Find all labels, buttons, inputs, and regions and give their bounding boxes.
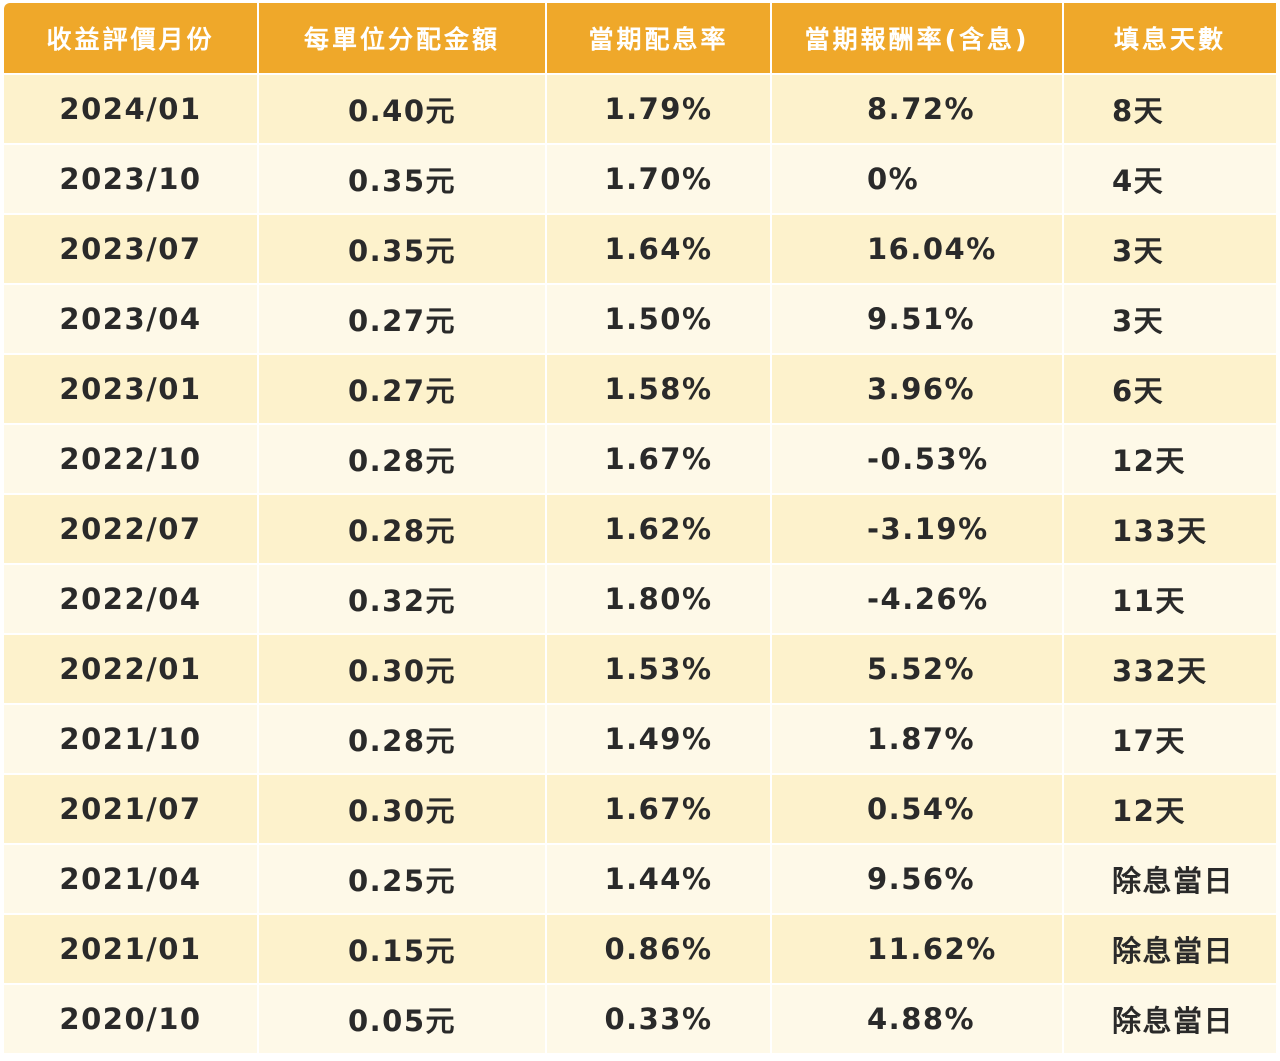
table: 收益評價月份 每單位分配金額 當期配息率 當期報酬率(含息) 填息天數 2024/01 0.… — [4, 3, 1276, 1053]
table-cell: 0.05元 — [259, 985, 545, 1053]
table-cell: 0.28元 — [259, 425, 545, 493]
table-cell: 1.80% — [547, 565, 770, 633]
table-cell: 1.79% — [547, 75, 770, 143]
table-cell: 0.27元 — [259, 355, 545, 423]
table-cell: 5.52% — [772, 635, 1062, 703]
table-cell: 2023/07 — [4, 215, 257, 283]
table-cell: 除息當日 — [1064, 845, 1276, 913]
table-cell: -3.19% — [772, 495, 1062, 563]
table-cell: 11.62% — [772, 915, 1062, 983]
table-cell: 2023/10 — [4, 145, 257, 213]
table-cell: 0.35元 — [259, 215, 545, 283]
table-cell: -4.26% — [772, 565, 1062, 633]
table-cell: 1.67% — [547, 775, 770, 843]
table-cell: 0.30元 — [259, 775, 545, 843]
table-cell: 0.54% — [772, 775, 1062, 843]
table-cell: 133天 — [1064, 495, 1276, 563]
table-cell: 3天 — [1064, 215, 1276, 283]
table-cell: 2024/01 — [4, 75, 257, 143]
table-cell: 2022/07 — [4, 495, 257, 563]
table-cell: 1.44% — [547, 845, 770, 913]
header-cell: 填息天數 — [1064, 3, 1276, 73]
table-cell: 0.28元 — [259, 705, 545, 773]
header-cell: 當期報酬率(含息) — [772, 3, 1062, 73]
table-cell: 4天 — [1064, 145, 1276, 213]
table-cell: 除息當日 — [1064, 985, 1276, 1053]
table-cell: 1.87% — [772, 705, 1062, 773]
table-cell: 2021/10 — [4, 705, 257, 773]
table-cell: 8.72% — [772, 75, 1062, 143]
table-cell: 12天 — [1064, 425, 1276, 493]
table-cell: 3天 — [1064, 285, 1276, 353]
table-cell: 0.40元 — [259, 75, 545, 143]
table-cell: 0.30元 — [259, 635, 545, 703]
table-cell: 0.33% — [547, 985, 770, 1053]
table-cell: -0.53% — [772, 425, 1062, 493]
table-cell: 0.32元 — [259, 565, 545, 633]
header-cell: 每單位分配金額 — [259, 3, 545, 73]
table-cell: 12天 — [1064, 775, 1276, 843]
table-cell: 16.04% — [772, 215, 1062, 283]
table-cell: 332天 — [1064, 635, 1276, 703]
table-cell: 17天 — [1064, 705, 1276, 773]
table-cell: 2021/01 — [4, 915, 257, 983]
table-cell: 2022/10 — [4, 425, 257, 493]
table-cell: 1.49% — [547, 705, 770, 773]
table-cell: 2023/04 — [4, 285, 257, 353]
table-cell: 3.96% — [772, 355, 1062, 423]
table-cell: 11天 — [1064, 565, 1276, 633]
table-cell: 0.27元 — [259, 285, 545, 353]
table-cell: 6天 — [1064, 355, 1276, 423]
table-cell: 8天 — [1064, 75, 1276, 143]
table-cell: 4.88% — [772, 985, 1062, 1053]
table-cell: 9.56% — [772, 845, 1062, 913]
table-cell: 0% — [772, 145, 1062, 213]
table-cell: 1.53% — [547, 635, 770, 703]
table-cell: 9.51% — [772, 285, 1062, 353]
table-cell: 1.70% — [547, 145, 770, 213]
header-cell: 當期配息率 — [547, 3, 770, 73]
table-cell: 2022/04 — [4, 565, 257, 633]
table-cell: 1.67% — [547, 425, 770, 493]
table-cell: 0.28元 — [259, 495, 545, 563]
table-cell: 2023/01 — [4, 355, 257, 423]
table-cell: 2022/01 — [4, 635, 257, 703]
table-cell: 2021/07 — [4, 775, 257, 843]
table-cell: 除息當日 — [1064, 915, 1276, 983]
table-cell: 0.25元 — [259, 845, 545, 913]
table-cell: 0.35元 — [259, 145, 545, 213]
table-cell: 1.50% — [547, 285, 770, 353]
table-cell: 2020/10 — [4, 985, 257, 1053]
table-cell: 1.62% — [547, 495, 770, 563]
table-cell: 0.86% — [547, 915, 770, 983]
header-cell: 收益評價月份 — [4, 3, 257, 73]
table-cell: 1.58% — [547, 355, 770, 423]
table-cell: 0.15元 — [259, 915, 545, 983]
table-cell: 1.64% — [547, 215, 770, 283]
table-cell: 2021/04 — [4, 845, 257, 913]
